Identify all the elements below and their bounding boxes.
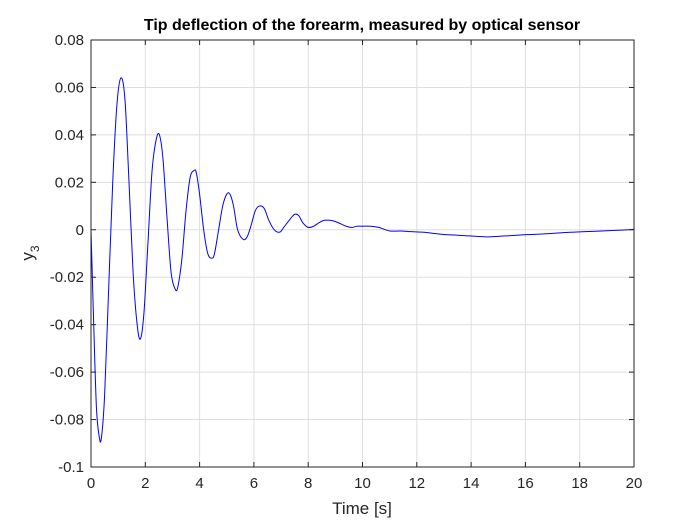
y-tick-label: 0.02 bbox=[55, 174, 84, 191]
x-tick-label: 12 bbox=[408, 475, 425, 492]
y-tick-label: -0.04 bbox=[50, 317, 84, 334]
x-tick-label: 18 bbox=[571, 475, 588, 492]
x-tick-label: 16 bbox=[517, 475, 534, 492]
x-tick-label: 4 bbox=[195, 475, 203, 492]
y-tick-label: 0.06 bbox=[55, 79, 84, 96]
x-tick-label: 0 bbox=[87, 475, 95, 492]
y-axis-label-subscript: 3 bbox=[28, 245, 42, 252]
y-tick-label: 0.08 bbox=[55, 32, 84, 49]
y-tick-label: -0.1 bbox=[58, 459, 84, 476]
y-axis-label-base: y bbox=[18, 252, 37, 261]
y-tick-label: -0.02 bbox=[50, 269, 84, 286]
y-axis-label: y3 bbox=[18, 245, 42, 261]
y-tick-label: -0.08 bbox=[50, 412, 84, 429]
y-tick-label: 0.04 bbox=[55, 127, 84, 144]
plot-series bbox=[90, 77, 635, 443]
x-tick-label: 10 bbox=[354, 475, 371, 492]
x-tick-label: 20 bbox=[626, 475, 643, 492]
chart-title: Tip deflection of the forearm, measured … bbox=[144, 17, 580, 34]
y-tick-label: 0 bbox=[76, 222, 84, 239]
y-tick-label: -0.06 bbox=[50, 364, 84, 381]
x-tick-label: 2 bbox=[141, 475, 149, 492]
x-tick-label: 6 bbox=[250, 475, 258, 492]
x-axis-label: Time [s] bbox=[332, 499, 392, 518]
axis-ticks: 0 2 4 6 8 10 12 14 16 18 20 -0.1 -0.08 -0.06 -0.04 -0.0… bbox=[50, 32, 643, 492]
x-tick-label: 14 bbox=[463, 475, 480, 492]
series-line bbox=[90, 77, 635, 443]
x-tick-label: 8 bbox=[304, 475, 312, 492]
